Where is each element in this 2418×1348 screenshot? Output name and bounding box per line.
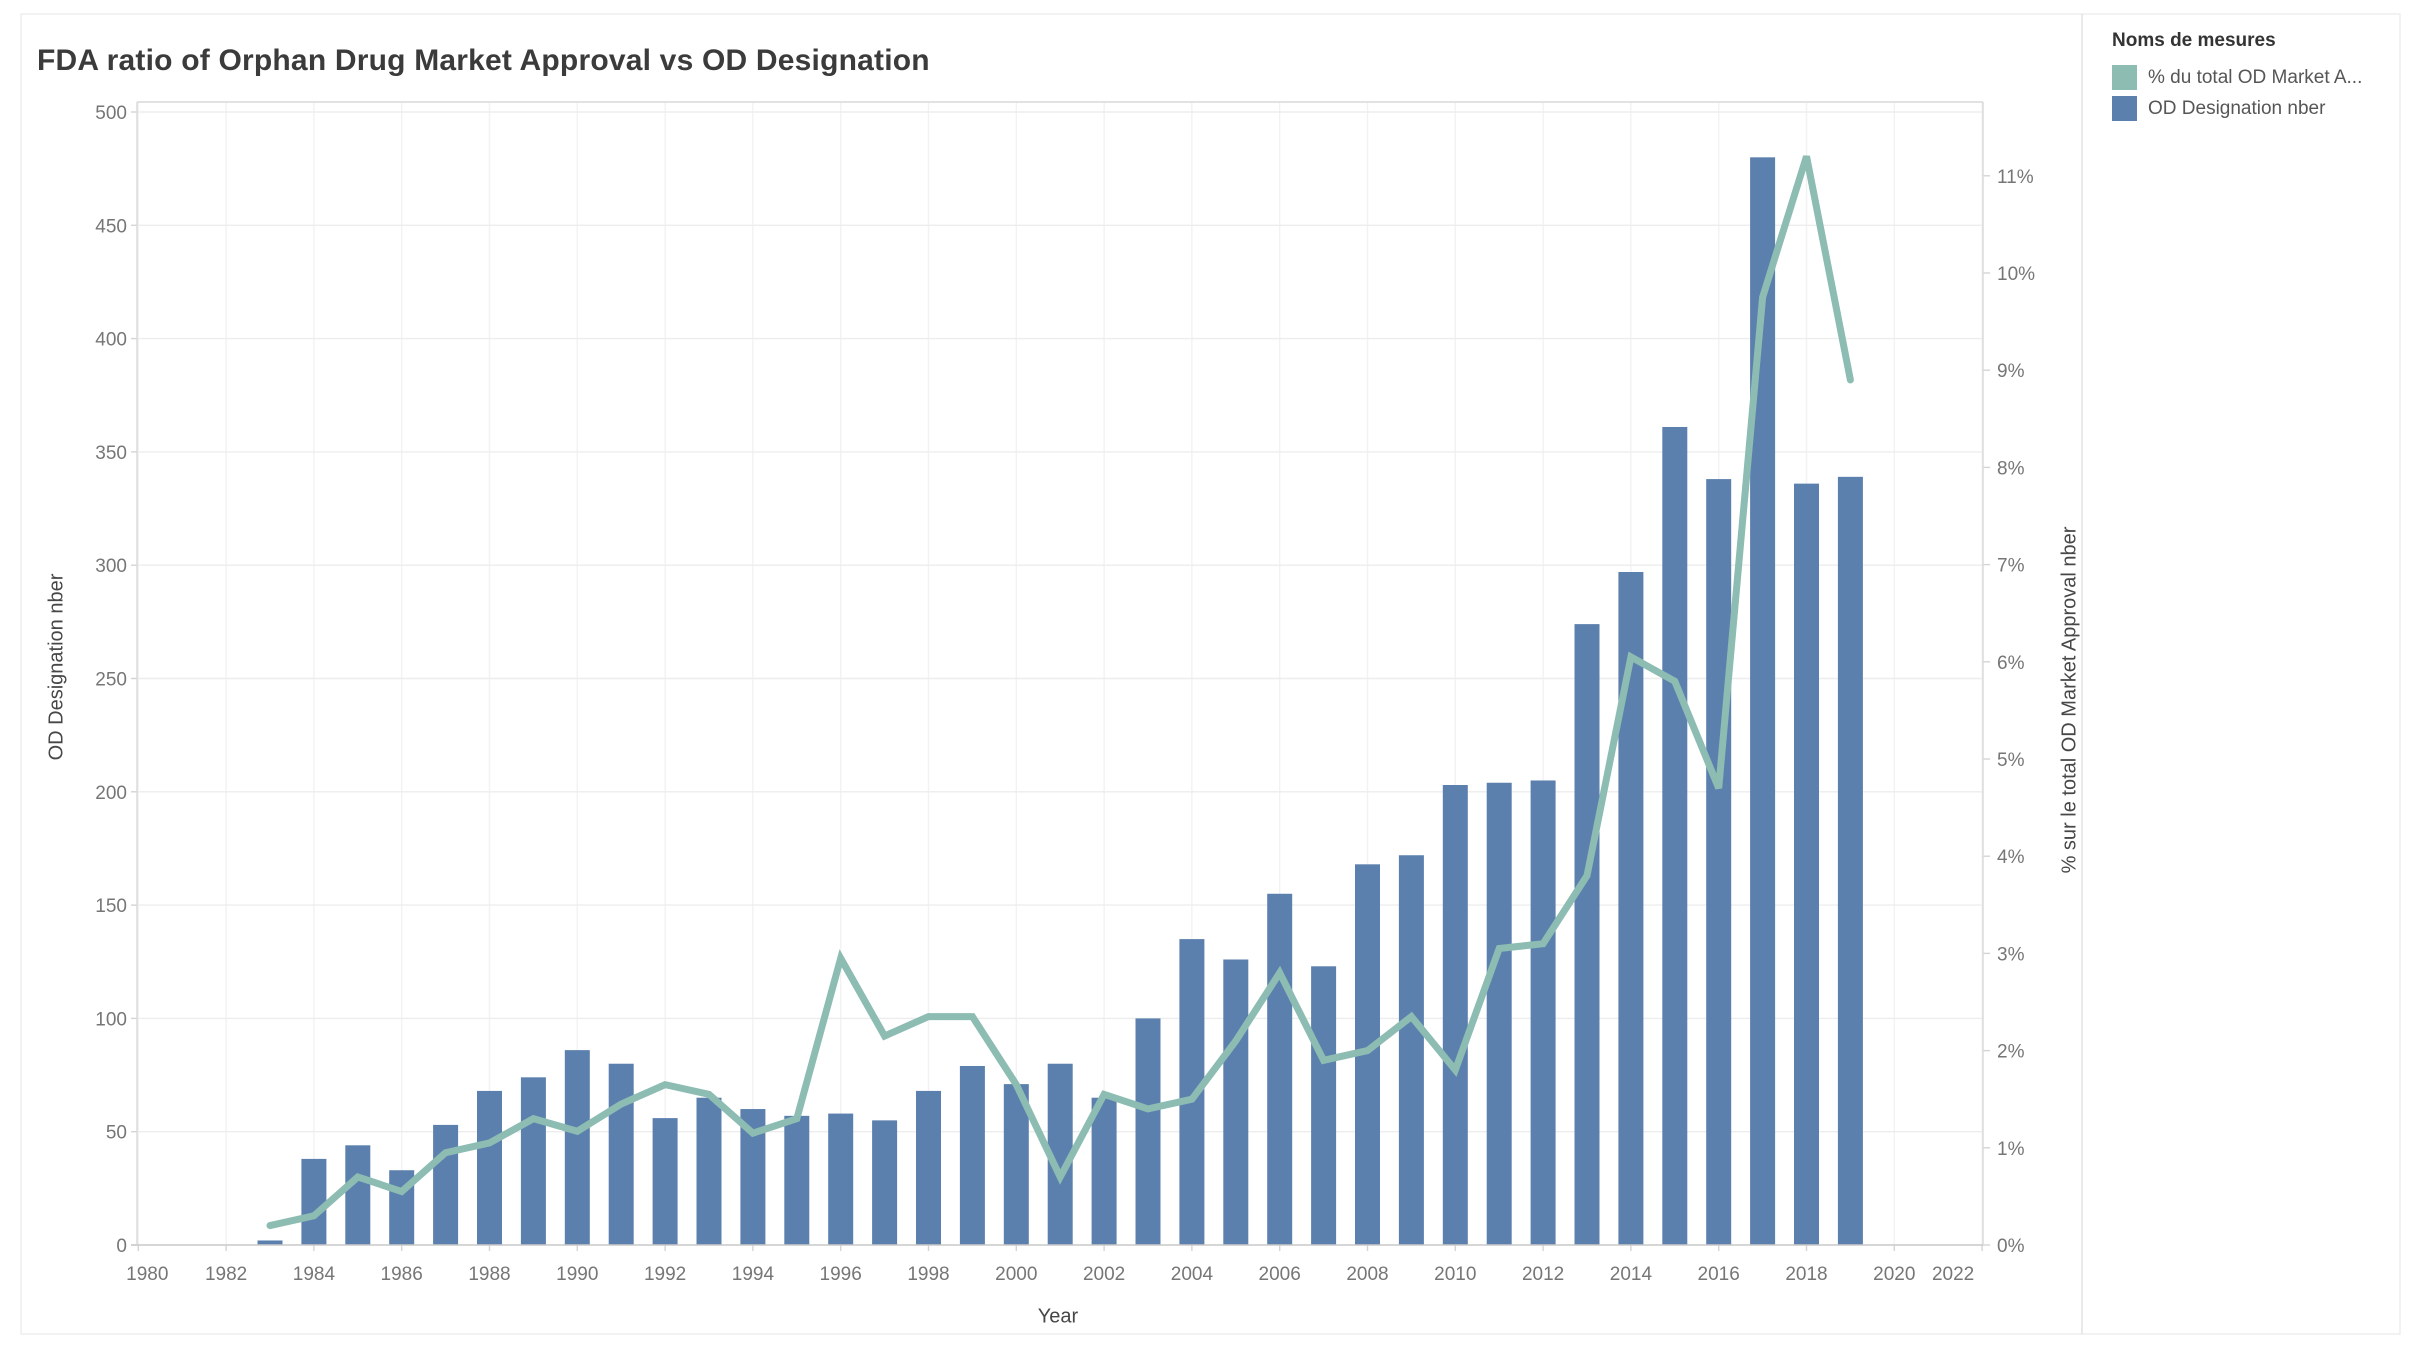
bar-1988[interactable] bbox=[477, 1090, 502, 1245]
right-axis-tick-label: 10% bbox=[1997, 264, 2035, 285]
legend-item-designation[interactable]: OD Designation nber bbox=[2112, 96, 2402, 121]
x-axis-title: Year bbox=[1037, 1305, 1079, 1328]
x-tick-label: 2002 bbox=[1083, 1264, 1125, 1285]
bar-1989[interactable] bbox=[520, 1077, 546, 1245]
bar-1996[interactable] bbox=[828, 1113, 854, 1245]
x-tick-label: 2006 bbox=[1259, 1264, 1301, 1285]
x-tick-label: 2012 bbox=[1522, 1264, 1564, 1285]
bar-2010[interactable] bbox=[1442, 785, 1468, 1245]
bar-1987[interactable] bbox=[433, 1124, 459, 1245]
right-axis-tick-label: 2% bbox=[1997, 1042, 2025, 1063]
right-axis-tick-label: 6% bbox=[1997, 653, 2025, 674]
left-axis-tick-label: 350 bbox=[95, 443, 127, 464]
right-axis-tick-label: 8% bbox=[1997, 458, 2025, 479]
right-axis-tick-label: 11% bbox=[1997, 167, 2034, 188]
bar-2000[interactable] bbox=[1003, 1084, 1029, 1245]
bar-1984[interactable] bbox=[301, 1158, 327, 1245]
legend-item-pct[interactable]: % du total OD Market A... bbox=[2112, 65, 2402, 90]
x-tick-label: 2014 bbox=[1610, 1264, 1653, 1285]
left-axis-tick-label: 450 bbox=[95, 216, 127, 237]
left-axis-tick-label: 0 bbox=[116, 1236, 127, 1257]
bar-2005[interactable] bbox=[1223, 959, 1249, 1245]
x-tick-label: 1984 bbox=[293, 1264, 336, 1285]
chart-title: FDA ratio of Orphan Drug Market Approval… bbox=[37, 44, 930, 77]
legend-item-label: OD Designation nber bbox=[2148, 97, 2326, 119]
right-axis-tick-label: 0% bbox=[1997, 1236, 2025, 1257]
x-tick-label: 2022 bbox=[1932, 1264, 1974, 1285]
bar-2017[interactable] bbox=[1750, 157, 1776, 1245]
x-tick-label: 2018 bbox=[1785, 1264, 1827, 1285]
x-tick-label: 1980 bbox=[126, 1264, 168, 1285]
right-axis-tick-label: 9% bbox=[1997, 361, 2025, 382]
right-axis-tick-label: 7% bbox=[1997, 556, 2025, 577]
bar-1997[interactable] bbox=[872, 1120, 898, 1245]
right-axis-title: % sur le total OD Market Approval nber bbox=[2058, 526, 2081, 874]
x-tick-label: 1998 bbox=[907, 1264, 949, 1285]
bar-2003[interactable] bbox=[1135, 1018, 1161, 1245]
bar-1990[interactable] bbox=[564, 1050, 590, 1245]
bar-2016[interactable] bbox=[1706, 479, 1732, 1245]
x-tick-label: 2020 bbox=[1873, 1264, 1915, 1285]
x-tick-label: 2000 bbox=[995, 1264, 1037, 1285]
bar-1983[interactable] bbox=[257, 1240, 283, 1245]
left-axis-tick-label: 200 bbox=[95, 783, 127, 804]
x-tick-label: 2010 bbox=[1434, 1264, 1476, 1285]
sheet-border bbox=[20, 13, 2401, 1335]
left-axis-tick-label: 50 bbox=[106, 1123, 127, 1144]
x-tick-label: 2004 bbox=[1171, 1264, 1214, 1285]
bar-1995[interactable] bbox=[784, 1115, 810, 1245]
x-tick-label: 1994 bbox=[732, 1264, 775, 1285]
legend-item-label: % du total OD Market A... bbox=[2148, 66, 2363, 88]
bar-2015[interactable] bbox=[1662, 426, 1688, 1245]
pct-line[interactable] bbox=[266, 155, 1854, 1230]
bar-2019[interactable] bbox=[1837, 476, 1863, 1245]
bar-2007[interactable] bbox=[1311, 966, 1337, 1245]
bar-1985[interactable] bbox=[345, 1145, 371, 1245]
bar-1998[interactable] bbox=[916, 1090, 941, 1245]
legend-swatch-pct-icon bbox=[2112, 65, 2137, 90]
left-axis-tick-label: 300 bbox=[95, 556, 127, 577]
right-axis-tick-label: 4% bbox=[1997, 847, 2025, 868]
legend-swatch-designation-icon bbox=[2112, 96, 2137, 121]
bar-2006[interactable] bbox=[1267, 893, 1293, 1245]
bar-1993[interactable] bbox=[696, 1097, 722, 1245]
left-axis-title: OD Designation nber bbox=[45, 573, 68, 761]
bar-2013[interactable] bbox=[1574, 624, 1600, 1245]
bar-1991[interactable] bbox=[608, 1063, 634, 1245]
left-axis-tick-label: 150 bbox=[95, 896, 127, 917]
x-tick-label: 1982 bbox=[205, 1264, 247, 1285]
left-axis-tick-label: 400 bbox=[95, 330, 127, 351]
bar-1992[interactable] bbox=[652, 1118, 678, 1245]
right-axis-tick-label: 3% bbox=[1997, 944, 2025, 965]
bar-1999[interactable] bbox=[959, 1065, 985, 1245]
left-axis-tick-label: 500 bbox=[95, 103, 127, 124]
bar-2012[interactable] bbox=[1530, 780, 1556, 1245]
right-axis-tick-label: 1% bbox=[1997, 1139, 2025, 1160]
x-tick-label: 2008 bbox=[1346, 1264, 1388, 1285]
bar-2002[interactable] bbox=[1091, 1097, 1117, 1245]
left-axis-tick-label: 250 bbox=[95, 670, 127, 691]
bar-2018[interactable] bbox=[1794, 483, 1819, 1245]
x-tick-label: 2016 bbox=[1698, 1264, 1740, 1285]
legend: Noms de mesures % du total OD Market A..… bbox=[2112, 30, 2402, 127]
x-tick-label: 1990 bbox=[556, 1264, 598, 1285]
bar-2009[interactable] bbox=[1398, 855, 1424, 1245]
legend-title: Noms de mesures bbox=[2112, 30, 2276, 51]
x-tick-label: 1986 bbox=[381, 1264, 423, 1285]
right-axis-tick-label: 5% bbox=[1997, 750, 2025, 771]
x-tick-label: 1996 bbox=[820, 1264, 862, 1285]
x-tick-label: 1988 bbox=[468, 1264, 510, 1285]
left-axis-tick-label: 100 bbox=[95, 1009, 127, 1030]
x-tick-label: 1992 bbox=[644, 1264, 686, 1285]
bar-2011[interactable] bbox=[1486, 782, 1512, 1245]
